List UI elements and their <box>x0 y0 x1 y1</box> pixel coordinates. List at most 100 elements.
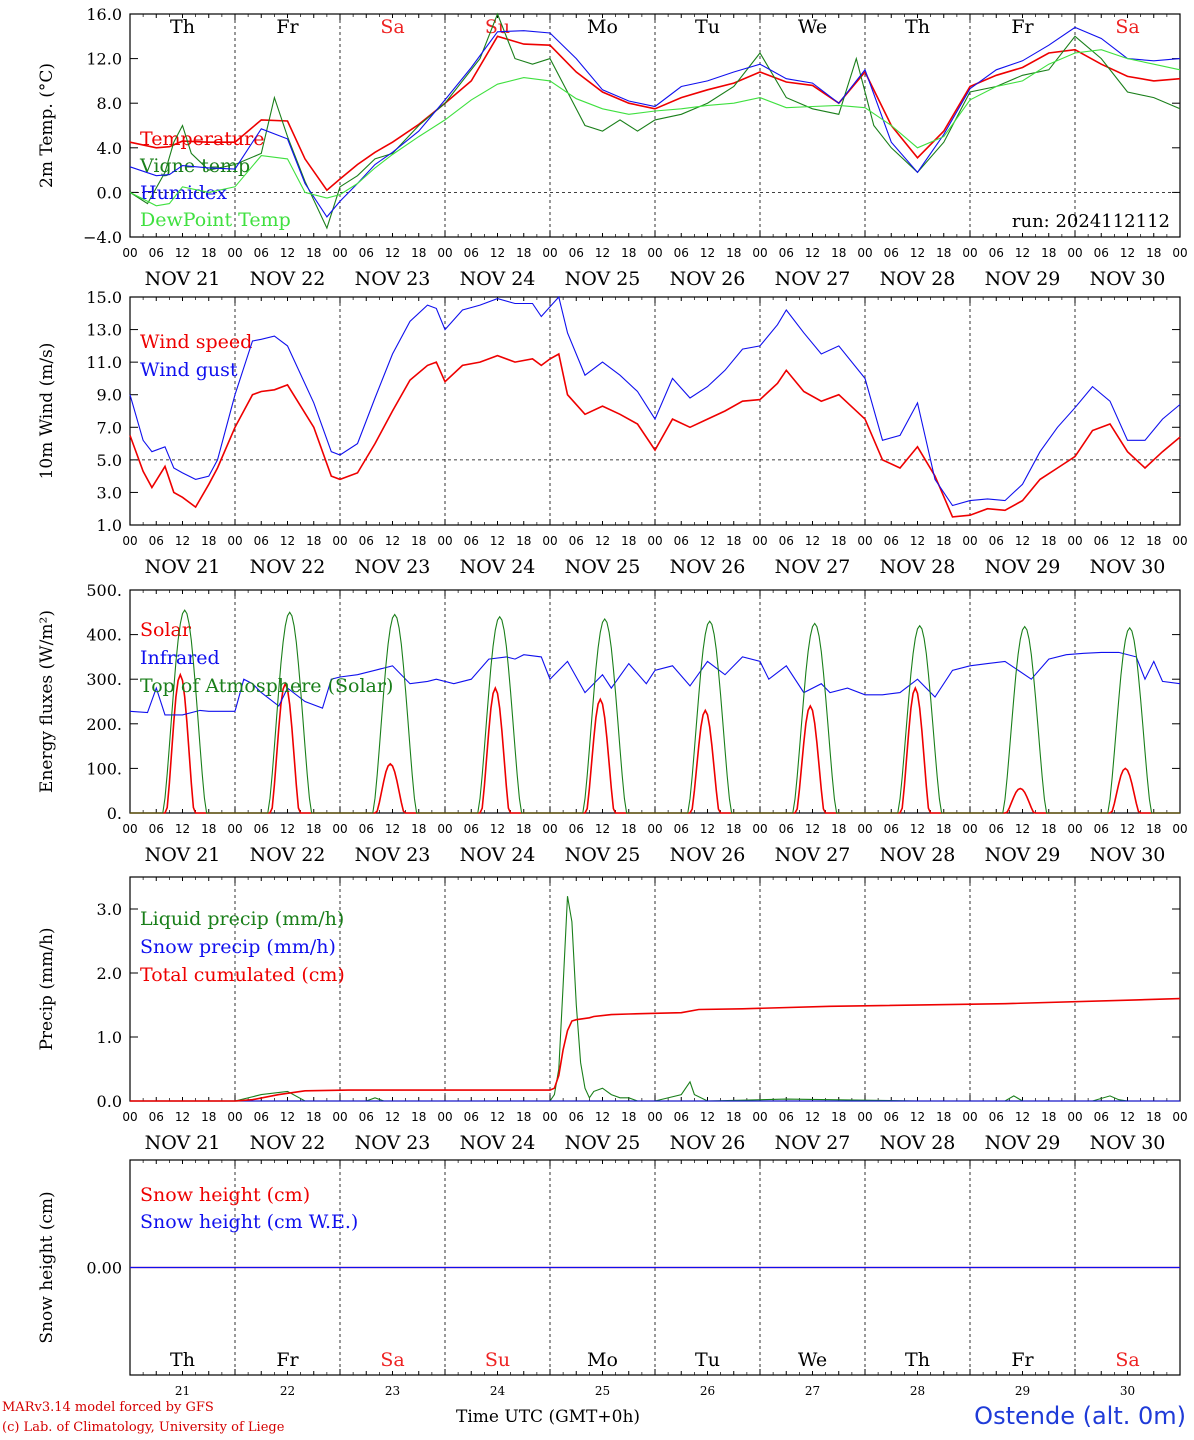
panel-temp: 16.0 12.0 8.0 4.0 0.0 −4.0 2m Temp. (°C) 00 06 12… <box>37 5 1188 290</box>
y-tick-label: 1.0 <box>97 1028 122 1047</box>
hour-tick-label: 00 <box>1172 822 1187 836</box>
hour-tick-label: 06 <box>254 246 269 260</box>
weekday-label: Th <box>170 16 195 38</box>
y-tick-label: 11.0 <box>86 353 122 372</box>
hour-tick-label: 18 <box>726 534 741 548</box>
hour-tick-label: 18 <box>411 246 426 260</box>
hour-tick-label: 12 <box>385 822 400 836</box>
hour-tick-label: 12 <box>280 1110 295 1124</box>
hour-tick-label: 00 <box>122 246 137 260</box>
date-label: NOV 28 <box>880 268 956 290</box>
hour-tick-label: 00 <box>857 246 872 260</box>
hour-tick-label: 12 <box>910 534 925 548</box>
hour-tick-label: 18 <box>306 534 321 548</box>
hour-tick-label: 18 <box>411 822 426 836</box>
y-tick-label: 12.0 <box>86 50 122 69</box>
legend-entry: Wind speed <box>140 331 252 353</box>
legend-entry: Infrared <box>140 647 220 669</box>
hour-tick-label: 00 <box>122 534 137 548</box>
hour-tick-label: 12 <box>805 822 820 836</box>
hour-tick-label: 18 <box>516 246 531 260</box>
hour-tick-label: 06 <box>1094 246 1109 260</box>
hour-tick-label: 06 <box>989 246 1004 260</box>
y-tick-label: 15.0 <box>86 288 122 307</box>
hour-tick-label: 00 <box>962 822 977 836</box>
y-tick-label: 3.0 <box>97 483 122 502</box>
weekday-label: Sa <box>380 16 404 38</box>
hour-tick-label: 00 <box>962 1110 977 1124</box>
date-label: NOV 24 <box>460 844 536 866</box>
hour-tick-label: 00 <box>122 1110 137 1124</box>
hour-tick-label: 06 <box>989 822 1004 836</box>
hour-tick-label: 06 <box>989 534 1004 548</box>
date-label: NOV 21 <box>145 268 221 290</box>
y-tick-label: 0.0 <box>97 1092 122 1111</box>
date-label: NOV 25 <box>565 268 641 290</box>
y-tick-label: 0.00 <box>86 1259 122 1278</box>
date-label: NOV 29 <box>985 556 1061 578</box>
weekday-label: Fr <box>276 16 299 38</box>
date-label: NOV 29 <box>985 844 1061 866</box>
hour-tick-label: 06 <box>149 534 164 548</box>
weekday-label: Tu <box>695 16 720 38</box>
series-wind-gust <box>129 295 1181 507</box>
hour-tick-label: 00 <box>227 534 242 548</box>
weekday-label: Fr <box>1011 16 1034 38</box>
date-label: NOV 26 <box>670 556 746 578</box>
hour-tick-label: 12 <box>1120 822 1135 836</box>
panel-snow: 0.00 Snow height (cm) 21 22 23 24 25 26 27 28 29 30… <box>37 1159 1181 1398</box>
hour-tick-label: 12 <box>1120 534 1135 548</box>
panel-energy: 500. 400. 300. 200. 100. 0. Energy fluxes (W/m… <box>37 581 1188 866</box>
y-tick-label: 16.0 <box>86 5 122 24</box>
hour-tick-label: 00 <box>647 246 662 260</box>
lab-credit: (c) Lab. of Climatology, University of L… <box>2 1420 285 1435</box>
date-label: NOV 27 <box>775 556 851 578</box>
date-label: NOV 26 <box>670 844 746 866</box>
hour-tick-label: 06 <box>569 246 584 260</box>
series-dewpoint-temp <box>129 49 1181 207</box>
date-label: NOV 28 <box>880 1132 956 1154</box>
plot-frame <box>129 589 1181 814</box>
date-label: NOV 22 <box>250 1132 326 1154</box>
hour-tick-label: 18 <box>201 534 216 548</box>
hour-tick-label: 00 <box>752 534 767 548</box>
hour-tick-label: 12 <box>175 822 190 836</box>
hour-tick-label: 00 <box>227 822 242 836</box>
date-label: NOV 23 <box>355 268 431 290</box>
series-top-of-atmosphere-solar- <box>130 609 1180 814</box>
panel-precip: 3.0 2.0 1.0 0.0 Precip (mm/h) 00 06 12 18 00 06 12 1… <box>37 876 1188 1154</box>
date-label: NOV 30 <box>1090 1132 1166 1154</box>
hour-tick-label: 12 <box>175 534 190 548</box>
hour-tick-label: 18 <box>621 1110 636 1124</box>
day-number-label: 22 <box>280 1384 295 1398</box>
hour-tick-label: 00 <box>437 534 452 548</box>
hour-tick-label: 00 <box>332 534 347 548</box>
model-credit: MARv3.14 model forced by GFS <box>2 1400 214 1415</box>
day-number-label: 24 <box>490 1384 506 1398</box>
hour-tick-label: 12 <box>1015 822 1030 836</box>
hour-tick-label: 06 <box>674 822 689 836</box>
hour-tick-label: 06 <box>464 822 479 836</box>
day-number-label: 28 <box>910 1384 925 1398</box>
series-humidex <box>129 26 1181 218</box>
hour-tick-label: 18 <box>831 822 846 836</box>
plot-frame <box>129 13 1181 238</box>
hour-tick-label: 00 <box>752 1110 767 1124</box>
y-axis-label: 2m Temp. (°C) <box>37 63 57 188</box>
legend-entry: Liquid precip (mm/h) <box>140 908 344 930</box>
day-number-label: 23 <box>385 1384 400 1398</box>
hour-tick-label: 18 <box>201 246 216 260</box>
hour-tick-label: 12 <box>595 1110 610 1124</box>
hour-tick-label: 00 <box>122 822 137 836</box>
weekday-label: We <box>798 16 827 38</box>
hour-tick-label: 06 <box>884 246 899 260</box>
date-label: NOV 30 <box>1090 556 1166 578</box>
date-label: NOV 29 <box>985 1132 1061 1154</box>
hour-tick-label: 00 <box>647 534 662 548</box>
hour-tick-label: 12 <box>385 1110 400 1124</box>
hour-tick-label: 18 <box>726 246 741 260</box>
hour-tick-label: 18 <box>831 246 846 260</box>
hour-tick-label: 06 <box>674 1110 689 1124</box>
hour-tick-label: 06 <box>359 1110 374 1124</box>
hour-tick-label: 12 <box>490 822 505 836</box>
